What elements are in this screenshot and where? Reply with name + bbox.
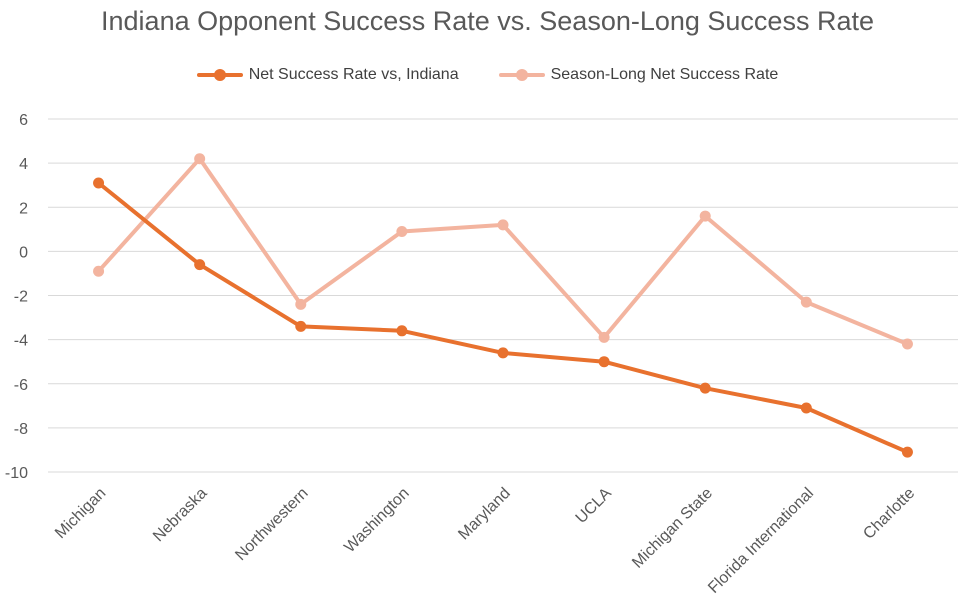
x-tick-label: Florida International: [705, 485, 817, 597]
data-point-series-1: [800, 402, 812, 414]
x-tick-label: Maryland: [455, 485, 514, 544]
data-point-series-2: [800, 296, 812, 308]
data-point-series-2: [396, 226, 408, 238]
data-point-series-1: [901, 446, 913, 458]
legend: Net Success Rate vs, Indiana Season-Long…: [0, 64, 975, 86]
data-point-series-1: [295, 320, 307, 332]
y-tick-label: 6: [19, 112, 28, 129]
legend-label-series-1: Net Success Rate vs, Indiana: [248, 66, 459, 83]
data-point-series-2: [194, 153, 206, 165]
data-point-series-1: [194, 259, 206, 271]
data-point-series-2: [901, 338, 913, 350]
y-tick-label: 4: [19, 156, 28, 173]
y-tick-label: -2: [14, 289, 28, 306]
legend-item-series-2: Season-Long Net Success Rate: [498, 64, 779, 86]
data-point-series-1: [699, 382, 711, 394]
x-tick-label: UCLA: [573, 485, 615, 527]
x-tick-label: Washington: [341, 485, 412, 556]
y-tick-label: 2: [19, 200, 28, 217]
legend-swatch-series-1: [196, 69, 243, 81]
legend-item-series-1: Net Success Rate vs, Indiana: [196, 64, 459, 86]
y-tick-label: -10: [5, 465, 28, 482]
chart-title: Indiana Opponent Success Rate vs. Season…: [101, 6, 874, 36]
x-tick-label: Nebraska: [150, 485, 211, 546]
data-point-series-2: [497, 219, 509, 231]
data-point-series-1: [396, 325, 408, 337]
y-tick-label: -8: [14, 421, 28, 438]
legend-label-series-2: Season-Long Net Success Rate: [550, 66, 779, 83]
y-tick-label: -6: [14, 377, 28, 394]
x-tick-label: Michigan State: [629, 485, 716, 572]
data-point-series-1: [93, 177, 105, 189]
x-tick-label: Charlotte: [860, 485, 918, 543]
data-point-series-1: [598, 356, 610, 368]
legend-swatch-series-2: [498, 69, 545, 81]
y-tick-label: 0: [19, 244, 28, 261]
data-point-series-2: [598, 331, 610, 343]
data-point-series-2: [295, 298, 307, 310]
data-point-series-1: [497, 347, 509, 359]
x-tick-label: Northwestern: [232, 485, 311, 564]
y-tick-label: -4: [14, 333, 28, 350]
data-point-series-2: [93, 265, 105, 277]
x-tick-label: Michigan: [52, 485, 109, 542]
data-point-series-2: [699, 210, 711, 222]
